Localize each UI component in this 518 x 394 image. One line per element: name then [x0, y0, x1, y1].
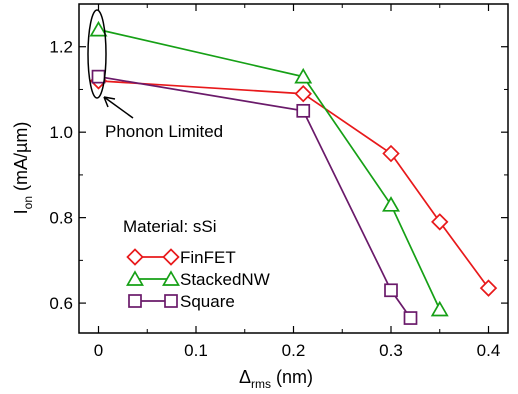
legend-title: Material: sSi [123, 217, 217, 236]
legend: Material: sSi FinFET StackedNW Square [123, 217, 270, 311]
series-square [91, 69, 418, 325]
data-point-stackednw [430, 300, 449, 317]
legend-item-finfet: FinFET [126, 248, 236, 267]
plot-frame [78, 3, 509, 334]
legend-label-square: Square [180, 292, 235, 311]
x-axis-title: Δrms (nm) [239, 367, 313, 391]
x-tick-label: 0.2 [282, 341, 306, 360]
x-tick-label: 0.1 [184, 341, 208, 360]
axis-ticks: 0 0.1 0.2 0.3 0.4 0.6 0.8 1.0 1.2 [49, 3, 508, 360]
legend-item-square: Square [128, 292, 235, 311]
data-point-stackednw [382, 196, 400, 212]
y-tick-label: 0.8 [49, 209, 73, 228]
phonon-limited-ellipse [87, 9, 107, 99]
series-line-square [98, 75, 412, 319]
legend-marker-finfet [162, 248, 180, 266]
legend-label-finfet: FinFET [180, 248, 236, 267]
y-tick-label: 1.0 [49, 123, 73, 142]
y-axis-title: Ion (mA/µm) [11, 122, 35, 215]
annotation-arrow [103, 96, 134, 119]
data-point-square [403, 311, 418, 325]
data-point-finfet [479, 279, 498, 297]
data-point-finfet [382, 144, 400, 163]
annotation-arrowhead [103, 96, 116, 108]
legend-marker-finfet [126, 248, 144, 266]
series-finfet [89, 72, 498, 297]
legend-marker-square [128, 294, 142, 308]
legend-marker-stackednw [162, 270, 180, 286]
y-tick-label: 0.6 [49, 294, 73, 313]
data-point-square [296, 103, 311, 118]
x-tick-label: 0.3 [379, 341, 403, 360]
series-line-stackednw [98, 28, 441, 310]
series-stackednw [89, 20, 449, 317]
data-point-stackednw [89, 20, 108, 37]
legend-marker-stackednw [126, 270, 144, 286]
data-point-stackednw [294, 67, 313, 84]
data-point-finfet [294, 85, 312, 103]
x-tick-label: 0.4 [477, 341, 501, 360]
y-tick-label: 1.2 [49, 38, 73, 57]
series-layer [89, 20, 498, 325]
data-point-square [384, 283, 398, 298]
legend-label-stackednw: StackedNW [180, 270, 270, 289]
data-point-finfet [431, 213, 449, 231]
x-tick-label: 0 [94, 341, 103, 360]
data-point-square [91, 69, 106, 84]
legend-item-stackednw: StackedNW [126, 270, 270, 289]
annotation-phonon-limited: Phonon Limited [105, 122, 223, 141]
legend-marker-square [164, 294, 178, 308]
